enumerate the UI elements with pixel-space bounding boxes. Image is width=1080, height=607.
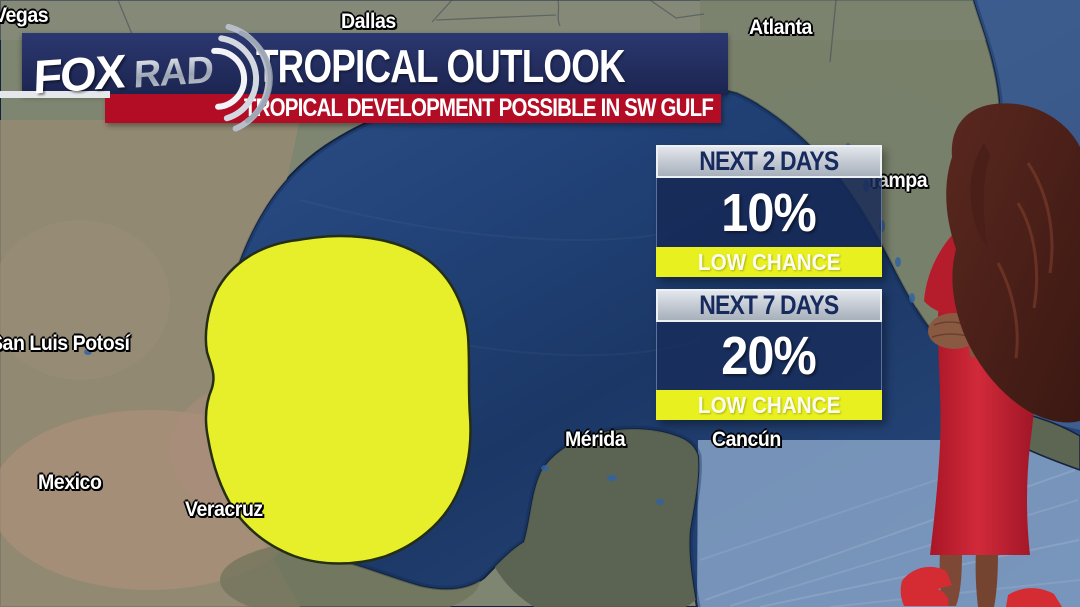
outlook-chance-text: LOW CHANCE — [697, 248, 841, 275]
subtitle-banner: TROPICAL DEVELOPMENT POSSIBLE IN SW GULF — [105, 94, 721, 123]
outlook-percent-value: 10% — [721, 182, 817, 243]
map-label-atlanta: Atlanta — [749, 16, 812, 39]
state-borders — [117, 0, 837, 63]
map-label-dallas: Dallas — [341, 10, 396, 33]
map-label-tampa: Tampa — [868, 169, 928, 192]
title-banner — [22, 33, 728, 95]
weather-presenter — [900, 103, 1080, 607]
outlook-chance-bar: LOW CHANCE — [656, 390, 882, 420]
fox-logo-text: FOX — [32, 44, 125, 104]
presenter-hair-highlights — [996, 162, 1054, 359]
page-title-text: TROPICAL OUTLOOK — [256, 40, 626, 92]
map-label-san-luis-potosi: San Luis Potosí — [0, 332, 130, 355]
page-title: TROPICAL OUTLOOK — [256, 38, 726, 94]
foxrad-logo: FOX RAD — [27, 23, 273, 132]
outlook-chance-bar: LOW CHANCE — [656, 247, 882, 277]
tropical-development-area — [204, 234, 472, 565]
outlook-box-2-days: NEXT 2 DAYS 10% LOW CHANCE — [656, 145, 882, 277]
outlook-chance-text: LOW CHANCE — [697, 391, 841, 418]
presenter-right-leg — [975, 551, 998, 607]
outlook-percent-panel: 10% — [656, 178, 882, 247]
outlook-period-header: NEXT 7 DAYS — [656, 289, 882, 322]
presenter-left-shoe — [900, 566, 952, 606]
presenter-left-leg — [939, 551, 962, 606]
subtitle-text: TROPICAL DEVELOPMENT POSSIBLE IN SW GULF — [243, 94, 714, 122]
outlook-period-header: NEXT 2 DAYS — [656, 145, 882, 178]
presenter-right-shoe — [1006, 588, 1062, 607]
outlook-period-text: NEXT 7 DAYS — [699, 290, 839, 320]
map-label-veracruz: Veracruz — [185, 498, 263, 521]
map-label-vegas: Vegas — [0, 4, 49, 27]
radar-arcs-icon — [211, 23, 273, 132]
map-label-mexico: Mexico — [38, 471, 102, 494]
map-label-cancun: Cancún — [712, 428, 781, 451]
presenter-hair-front-strand — [970, 143, 990, 247]
outlook-percent-value: 20% — [721, 326, 817, 386]
outlook-percent-panel: 20% — [656, 322, 882, 390]
map-label-merida: Mérida — [565, 428, 626, 451]
outlook-period-text: NEXT 2 DAYS — [699, 146, 839, 176]
outlook-box-7-days: NEXT 7 DAYS 20% LOW CHANCE — [656, 289, 882, 420]
banner-underline — [0, 91, 110, 98]
